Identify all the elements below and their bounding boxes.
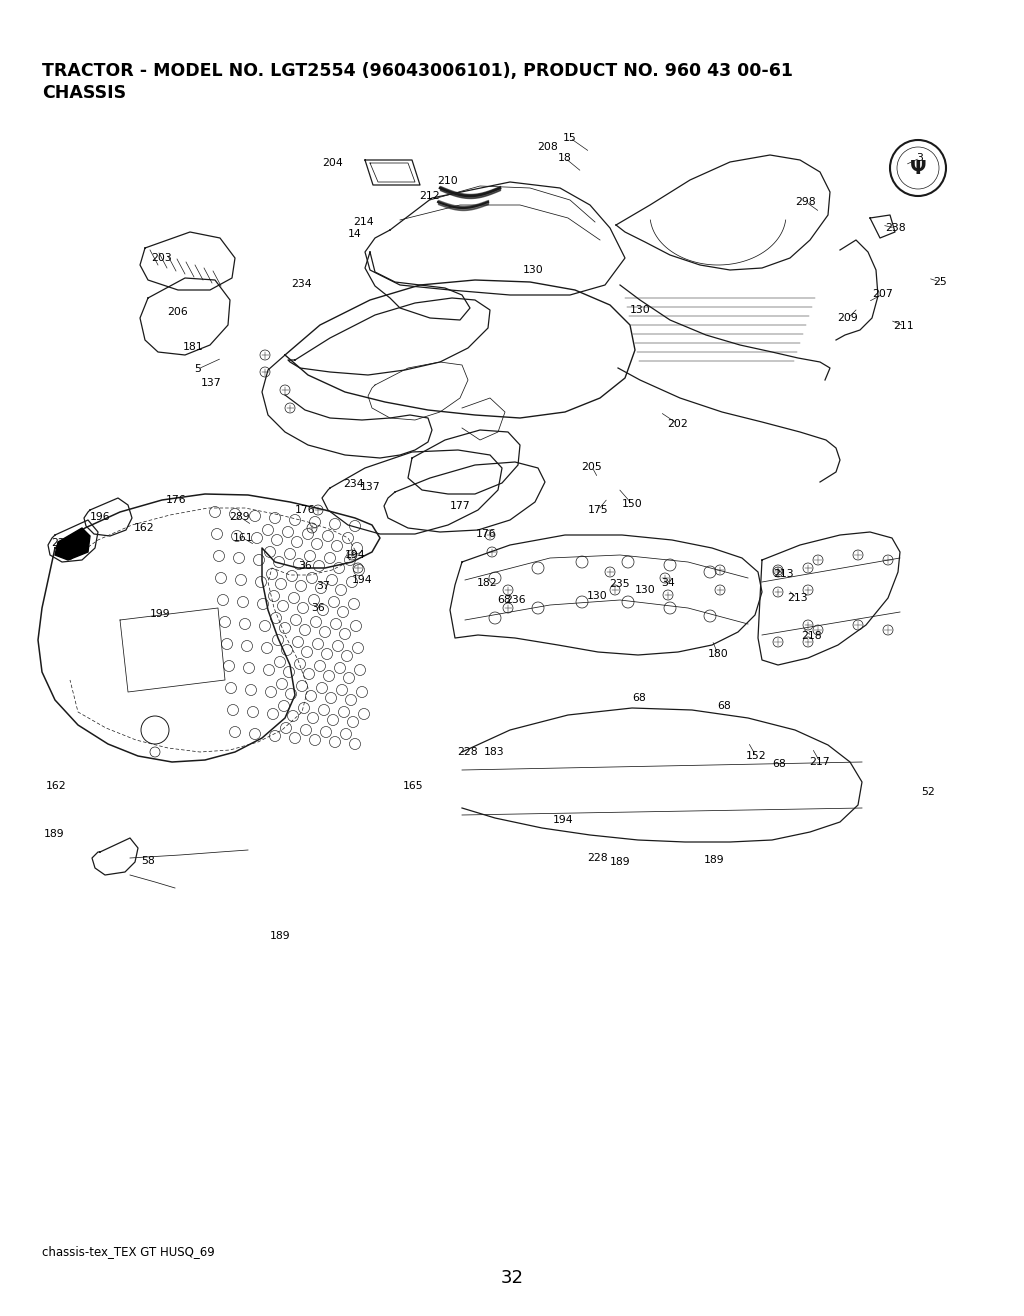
Text: 234: 234 — [344, 479, 365, 490]
Text: 150: 150 — [622, 499, 642, 509]
Text: 152: 152 — [745, 751, 766, 761]
Text: 182: 182 — [477, 578, 498, 588]
Text: 189: 189 — [703, 855, 724, 865]
Text: 298: 298 — [796, 197, 816, 207]
Text: 25: 25 — [933, 276, 947, 287]
Text: 236: 236 — [506, 595, 526, 605]
Text: 176: 176 — [476, 529, 497, 540]
Text: 68: 68 — [717, 701, 731, 711]
Text: 15: 15 — [563, 133, 577, 143]
Text: 196: 196 — [90, 512, 111, 522]
Text: 130: 130 — [587, 591, 607, 601]
Text: 194: 194 — [351, 575, 373, 586]
Text: 221: 221 — [51, 538, 73, 547]
Text: 18: 18 — [558, 153, 571, 163]
Text: 3: 3 — [916, 153, 924, 163]
Text: 58: 58 — [141, 855, 155, 866]
Text: 68: 68 — [497, 595, 511, 605]
Text: 238: 238 — [885, 222, 905, 233]
Text: 217: 217 — [810, 757, 830, 767]
Text: 177: 177 — [450, 501, 470, 511]
Text: 189: 189 — [44, 829, 65, 840]
Text: 208: 208 — [538, 142, 558, 153]
Text: 36: 36 — [298, 561, 312, 571]
Text: 137: 137 — [201, 378, 221, 388]
Text: 5: 5 — [195, 365, 202, 374]
Text: 228: 228 — [588, 853, 608, 863]
Text: 214: 214 — [353, 217, 375, 226]
Text: 165: 165 — [402, 780, 423, 791]
Text: 194: 194 — [553, 815, 573, 825]
Text: 289: 289 — [229, 512, 250, 522]
Text: 162: 162 — [134, 522, 155, 533]
Text: 130: 130 — [522, 265, 544, 275]
Text: 206: 206 — [168, 307, 188, 317]
Text: 52: 52 — [922, 787, 935, 797]
Text: 209: 209 — [838, 313, 858, 322]
Text: 176: 176 — [166, 495, 186, 505]
Text: 213: 213 — [774, 569, 795, 579]
Text: 130: 130 — [635, 586, 655, 595]
Text: 212: 212 — [420, 191, 440, 201]
Text: 218: 218 — [802, 630, 822, 641]
Text: 180: 180 — [708, 649, 728, 659]
Text: 36: 36 — [311, 603, 325, 613]
Text: 235: 235 — [609, 579, 631, 590]
Text: 176: 176 — [295, 505, 315, 515]
Text: CHASSIS: CHASSIS — [42, 84, 126, 103]
Text: 194: 194 — [345, 550, 366, 561]
Text: 213: 213 — [786, 594, 807, 603]
Text: 32: 32 — [501, 1269, 523, 1287]
Text: 34: 34 — [662, 578, 675, 588]
Text: 202: 202 — [668, 418, 688, 429]
Text: 199: 199 — [150, 609, 170, 619]
Text: Ψ: Ψ — [909, 158, 927, 178]
Text: chassis-tex_TEX GT HUSQ_69: chassis-tex_TEX GT HUSQ_69 — [42, 1245, 215, 1258]
Text: 207: 207 — [872, 290, 893, 299]
Text: 37: 37 — [316, 580, 330, 591]
Text: 183: 183 — [483, 747, 504, 757]
Text: 14: 14 — [348, 229, 361, 240]
Text: 181: 181 — [182, 342, 204, 351]
Text: 162: 162 — [46, 780, 67, 791]
Text: 234: 234 — [292, 279, 312, 290]
Text: 68: 68 — [632, 694, 646, 703]
Text: 205: 205 — [582, 462, 602, 472]
Text: TRACTOR - MODEL NO. LGT2554 (96043006101), PRODUCT NO. 960 43 00-61: TRACTOR - MODEL NO. LGT2554 (96043006101… — [42, 62, 793, 80]
Text: 228: 228 — [457, 747, 477, 757]
Text: 175: 175 — [588, 505, 608, 515]
Text: 68: 68 — [772, 759, 785, 769]
Text: 161: 161 — [232, 533, 253, 544]
Text: 130: 130 — [630, 305, 650, 315]
Text: 189: 189 — [269, 930, 291, 941]
Text: 137: 137 — [359, 482, 380, 492]
Text: 189: 189 — [609, 857, 631, 867]
Text: 210: 210 — [437, 176, 459, 186]
Polygon shape — [55, 528, 90, 561]
Text: 203: 203 — [152, 253, 172, 263]
Text: 211: 211 — [894, 321, 914, 332]
Text: 204: 204 — [323, 158, 343, 168]
